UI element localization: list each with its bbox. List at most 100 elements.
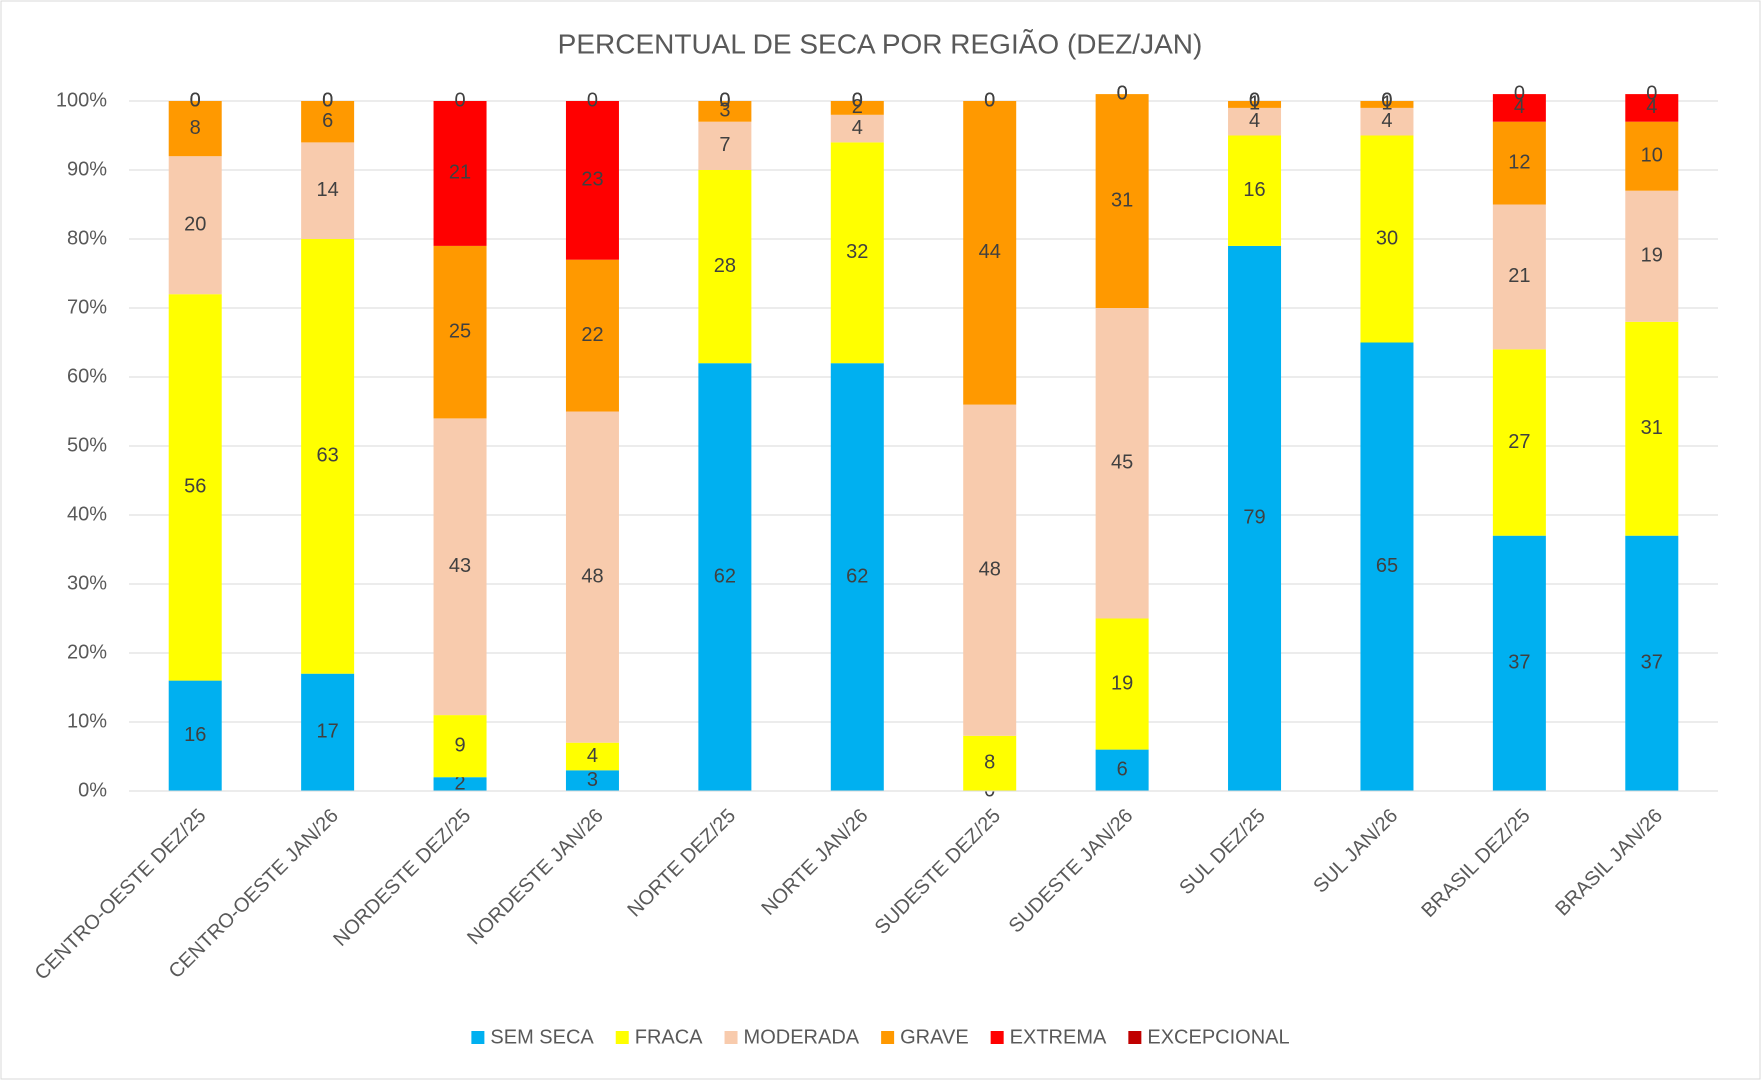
bar-segment [1228,107,1282,136]
data-label: 6 [322,110,333,132]
y-tick-label: 20% [67,641,107,663]
bar-segment [168,101,222,157]
data-label: 6 [1117,759,1128,781]
data-label: 0 [190,89,201,111]
bar-segment [1625,321,1679,536]
bar-segment [301,239,355,674]
data-label: 79 [1243,507,1265,529]
bar-segment [565,259,619,412]
bar-segment [301,673,355,791]
bar-segment [1625,94,1679,122]
data-label: 0 [1381,89,1392,111]
data-label: 8 [984,752,995,774]
data-label: 44 [979,241,1001,263]
bar-segment [565,742,619,771]
legend-swatch [1128,1031,1142,1044]
legend-swatch [615,1031,629,1044]
data-label: 19 [1111,672,1133,694]
bar-segment [433,245,487,419]
legend-swatch [724,1031,738,1044]
data-label: 2 [454,772,465,794]
data-label: 16 [1243,179,1265,201]
bar-segment [1360,101,1414,108]
bar-segment [830,142,884,364]
data-label: 37 [1508,652,1530,674]
bar-segment [1492,204,1546,350]
data-label: 0 [1117,82,1128,104]
bar-segment [565,101,619,260]
legend-label: EXCEPCIONAL [1147,1026,1289,1048]
data-label: 4 [852,117,863,139]
bar-segment [1095,618,1149,750]
data-label: 1 [1381,93,1392,115]
bar-segment [698,101,752,122]
bar-segment [1625,190,1679,322]
data-label: 19 [1641,245,1663,267]
data-label: 31 [1641,417,1663,439]
bar-segment [301,142,355,239]
data-label: 0 [1381,89,1392,111]
bar-segment [1360,135,1414,343]
bar-segment [963,735,1017,791]
data-label: 0 [322,89,333,111]
data-label: 1 [1249,93,1260,115]
data-label: 28 [714,255,736,277]
bar-segment [565,411,619,743]
data-label: 0 [719,89,730,111]
bar-segment [1228,245,1282,791]
y-tick-label: 30% [67,572,107,594]
chart-title: PERCENTUAL DE SECA POR REGIÃO (DEZ/JAN) [558,28,1203,59]
data-label: 4 [1514,96,1525,118]
data-label: 0 [984,89,995,111]
bar-segment [565,770,619,791]
data-label: 0 [852,89,863,111]
data-label: 56 [184,476,206,498]
bar-segment [168,680,222,791]
bar-segment [1625,121,1679,191]
bar-segment [433,715,487,778]
data-label: 43 [449,555,471,577]
data-label: 0 [1646,82,1657,104]
data-label: 2 [852,96,863,118]
data-label: 0 [587,89,598,111]
data-label: 10 [1641,144,1663,166]
data-label: 27 [1508,431,1530,453]
data-label: 30 [1376,227,1398,249]
bar-segment [433,101,487,246]
data-label: 9 [454,734,465,756]
bar-segment [698,170,752,364]
data-label: 14 [317,179,339,201]
data-label: 4 [1381,110,1392,132]
data-label: 4 [587,745,598,767]
y-tick-label: 70% [67,296,107,318]
bar-segment [168,294,222,681]
legend-label: EXTREMA [1010,1026,1107,1048]
legend-label: SEM SECA [490,1026,594,1048]
legend-label: GRAVE [900,1026,969,1048]
bar-segment [830,114,884,143]
bar-segment [1095,308,1149,619]
data-label: 0 [1514,82,1525,104]
data-label: 3 [587,769,598,791]
data-label: 63 [317,445,339,467]
bar-segment [1095,749,1149,791]
y-tick-label: 60% [67,365,107,387]
data-label: 22 [581,324,603,346]
data-label: 0 [852,89,863,111]
data-label: 0 [719,89,730,111]
bar-segment [433,418,487,716]
data-label: 23 [581,169,603,191]
data-label: 7 [719,134,730,156]
bar-segment [301,101,355,143]
data-label: 0 [190,89,201,111]
y-tick-label: 100% [56,89,107,111]
data-label: 65 [1376,555,1398,577]
legend-label: FRACA [635,1026,703,1048]
y-tick-label: 50% [67,434,107,456]
data-label: 48 [979,558,1001,580]
data-label: 0 [1249,89,1260,111]
legend-swatch [471,1031,485,1044]
data-label: 0 [1249,89,1260,111]
bar-segment [1360,107,1414,136]
